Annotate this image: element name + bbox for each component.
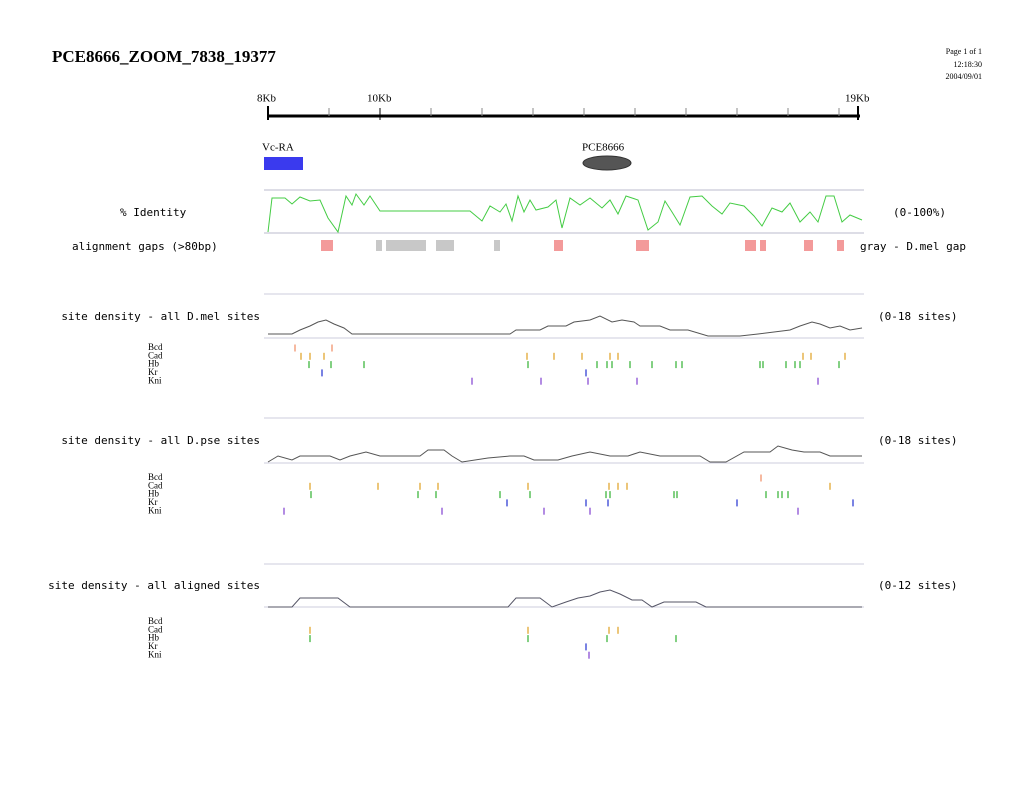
track-label: site density - all D.mel sites — [61, 310, 260, 323]
identity-line — [267, 192, 863, 234]
track-range: (0-100%) — [893, 206, 946, 219]
gene — [264, 157, 303, 170]
ruler: 8Kb 10Kb 19Kb — [257, 93, 870, 120]
factor-label: Kni — [148, 375, 162, 385]
factor-label: Cad — [148, 480, 163, 490]
ruler-label: 19Kb — [845, 93, 870, 105]
track-note: gray - D.mel gap — [860, 240, 966, 253]
factor-label: Cad — [148, 624, 163, 634]
factor-label: Hb — [148, 359, 159, 369]
ruler-label: 8Kb — [257, 93, 276, 105]
track-range: (0-18 sites) — [878, 310, 957, 323]
factor-label: Cad — [148, 350, 163, 360]
track-label: % Identity — [120, 206, 187, 219]
factor-label: Bcd — [148, 342, 163, 352]
factor-label: Bcd — [148, 616, 163, 626]
track-range: (0-12 sites) — [878, 579, 957, 592]
factor-label: Kr — [148, 641, 158, 651]
factor-label: Kni — [148, 649, 162, 659]
factor-label: Hb — [148, 489, 159, 499]
factor-label: Kni — [148, 505, 162, 515]
track-label: site density - all aligned sites — [48, 579, 260, 592]
factor-label: Kr — [148, 367, 158, 377]
density-line — [268, 589, 862, 608]
track-range: (0-18 sites) — [878, 434, 957, 447]
ruler-label: 10Kb — [367, 93, 392, 105]
track-label: alignment gaps (>80bp) — [72, 240, 218, 253]
density-line — [267, 445, 862, 463]
element — [582, 155, 632, 171]
track-label: site density - all D.pse sites — [61, 434, 260, 447]
track-area — [264, 293, 864, 339]
factor-label: Bcd — [148, 472, 163, 482]
date: 2004/09/01 — [946, 72, 982, 81]
feature-label: PCE8666 — [582, 142, 625, 154]
feature-label: Vc-RA — [262, 142, 294, 154]
time: 12:18:30 — [954, 60, 982, 69]
factor-label: Hb — [148, 633, 159, 643]
title: PCE8666_ZOOM_7838_19377 — [52, 47, 276, 66]
density-line — [268, 315, 863, 337]
track-area — [264, 417, 864, 464]
factor-label: Kr — [148, 497, 158, 507]
gaps — [321, 240, 844, 251]
page-number: Page 1 of 1 — [946, 47, 982, 56]
track-area — [264, 563, 864, 608]
